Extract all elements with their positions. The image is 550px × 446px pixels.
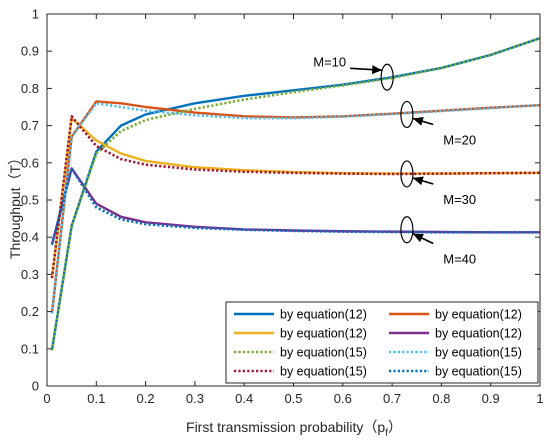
series-line-3 — [50, 167, 540, 245]
tick-layer: 0 0.1 0.2 0.3 0.4 0.5 0.6 0.7 0.8 0.9 1 0 0.1 0.2 0.3 0… — [21, 7, 544, 407]
legend-label: by equation(15) — [280, 346, 367, 360]
legend-label: by equation(12) — [435, 308, 522, 322]
annotation-0: M=10 — [313, 54, 394, 91]
x-tick-label: 0.4 — [235, 391, 253, 406]
x-axis-label-subscript: f — [385, 428, 388, 439]
annotation-layer: M=10 M=20 M=30 M=40 — [313, 54, 476, 266]
x-axis-label-main: First transmission probability（p — [186, 419, 385, 435]
y-tick-label: 0.1 — [21, 341, 39, 356]
y-tick-label: 0.6 — [21, 155, 39, 170]
y-tick-label: 0.2 — [21, 304, 39, 319]
annotation-ellipse — [400, 216, 414, 244]
annotation-ellipse — [380, 63, 394, 91]
annotation-ellipse — [400, 100, 414, 129]
legend-item: by equation(15) — [389, 346, 522, 360]
y-tick-label: 1 — [32, 7, 39, 22]
series-line-7 — [50, 167, 540, 245]
y-axis-label: Throughput（T） — [7, 151, 23, 259]
x-axis-label: First transmission probability（pf） — [186, 419, 402, 439]
legend-item: by equation(12) — [234, 308, 367, 322]
legend-item: by equation(12) — [234, 327, 367, 341]
y-tick-label: 0.7 — [21, 118, 39, 133]
annotation-label: M=40 — [443, 252, 476, 267]
legend-item: by equation(12) — [389, 327, 522, 341]
legend-item: by equation(12) — [389, 308, 522, 322]
x-tick-label: 0.8 — [432, 391, 450, 406]
x-tick-label: 0.6 — [334, 391, 352, 406]
x-axis-label-close: ） — [388, 419, 402, 435]
annotation-3: M=40 — [400, 216, 476, 267]
y-tick-label: 0.9 — [21, 44, 39, 59]
annotation-arrow-head — [412, 233, 424, 243]
legend-item: by equation(15) — [389, 365, 522, 379]
y-tick-label: 0 — [32, 379, 39, 394]
annotation-arrow-head — [371, 65, 383, 75]
y-tick-label: 0.3 — [21, 267, 39, 282]
annotation-label: M=10 — [313, 54, 346, 69]
legend-item: by equation(15) — [234, 346, 367, 360]
y-tick-label: 0.5 — [21, 193, 39, 208]
legend-label: by equation(12) — [280, 327, 367, 341]
x-tick-label: 0.5 — [284, 391, 302, 406]
annotation-label: M=30 — [443, 192, 476, 207]
x-tick-label: 0.3 — [186, 391, 204, 406]
annotation-arrow-head — [412, 176, 424, 186]
annotation-arrow-head — [412, 116, 424, 126]
legend-label: by equation(12) — [280, 308, 367, 322]
annotation-1: M=20 — [400, 100, 476, 147]
legend-item: by equation(15) — [234, 365, 367, 379]
x-tick-label: 1 — [536, 391, 543, 406]
x-tick-label: 0.7 — [383, 391, 401, 406]
legend: by equation(12) by equation(12) by equatio… — [225, 301, 539, 384]
y-tick-label: 0.8 — [21, 81, 39, 96]
legend-label: by equation(12) — [435, 327, 522, 341]
legend-box — [225, 301, 539, 384]
x-tick-label: 0.2 — [137, 391, 155, 406]
series-line-4 — [50, 36, 541, 351]
x-tick-label: 0.9 — [482, 391, 500, 406]
y-tick-label: 0.4 — [21, 230, 39, 245]
legend-label: by equation(15) — [435, 346, 522, 360]
data-layer — [50, 36, 541, 351]
x-tick-label: 0 — [43, 391, 50, 406]
legend-label: by equation(15) — [435, 365, 522, 379]
annotation-label: M=20 — [443, 132, 476, 147]
legend-label: by equation(15) — [280, 365, 367, 379]
series-line-6 — [50, 115, 541, 279]
x-tick-label: 0.1 — [87, 391, 105, 406]
series-line-1 — [50, 100, 541, 314]
annotation-2: M=30 — [400, 160, 476, 207]
annotation-ellipse — [400, 160, 414, 188]
